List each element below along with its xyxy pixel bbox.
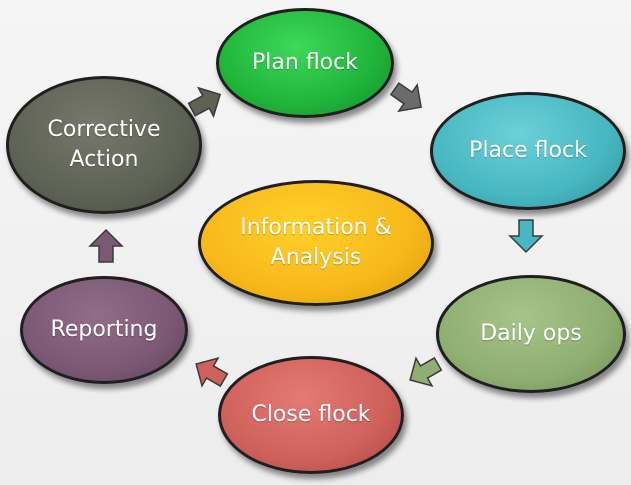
arrow-daily-to-close-icon — [399, 347, 448, 396]
node-close-flock: Close flock — [218, 356, 404, 474]
node-daily-ops-label: Daily ops — [480, 321, 582, 347]
arrow-reporting-to-corrective-icon — [88, 228, 124, 264]
node-close-flock-label: Close flock — [251, 402, 371, 428]
node-place-flock-label: Place flock — [469, 138, 587, 164]
arrow-close-to-reporting-icon — [185, 347, 234, 396]
arrow-corrective-to-plan-icon — [182, 78, 231, 127]
node-information-analysis-label: Information & Analysis — [240, 215, 392, 270]
node-information-analysis: Information & Analysis — [198, 180, 434, 306]
node-reporting: Reporting — [20, 276, 188, 384]
node-plan-flock: Plan flock — [216, 8, 394, 118]
node-corrective-action: Corrective Action — [6, 76, 202, 214]
arrow-place-to-daily-icon — [508, 218, 544, 254]
node-reporting-label: Reporting — [50, 317, 158, 343]
node-corrective-action-label: Corrective Action — [47, 117, 161, 172]
node-place-flock: Place flock — [430, 92, 626, 210]
node-plan-flock-label: Plan flock — [252, 50, 358, 76]
node-daily-ops: Daily ops — [436, 275, 626, 393]
arrow-plan-to-place-icon — [383, 73, 433, 123]
